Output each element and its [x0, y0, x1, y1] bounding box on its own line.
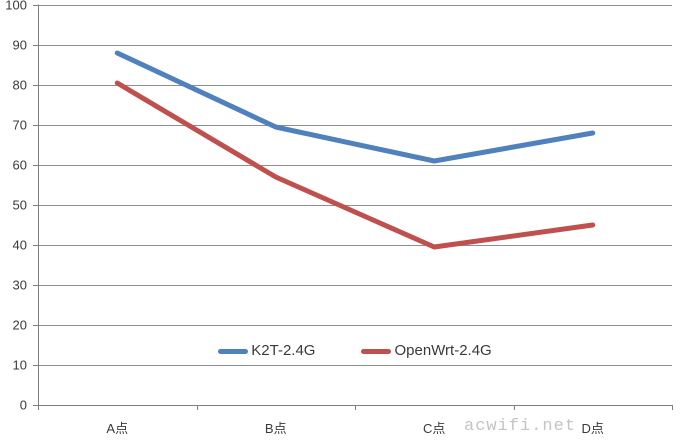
y-axis-label: 0: [20, 398, 27, 413]
y-axis-label: 30: [13, 278, 27, 293]
y-axis-label: 60: [13, 158, 27, 173]
y-axis-label: 50: [13, 198, 27, 213]
y-axis-label: 10: [13, 358, 27, 373]
series-line-k2t-2.4g: [114, 50, 596, 164]
y-axis-label: 20: [13, 318, 27, 333]
y-axis-label: 90: [13, 38, 27, 53]
y-axis-label: 100: [5, 0, 27, 13]
y-axis-label: 80: [13, 78, 27, 93]
x-axis-label: B点: [265, 421, 287, 436]
x-axis-label: C点: [423, 421, 445, 436]
y-axis-label: 40: [13, 238, 27, 253]
y-axis-label: 70: [13, 118, 27, 133]
series-line-openwrt-2.4g: [114, 80, 596, 250]
x-axis-label: D点: [582, 421, 604, 436]
x-axis-label: A点: [106, 421, 128, 436]
acwifi-watermark: acwifi.net: [464, 417, 577, 436]
